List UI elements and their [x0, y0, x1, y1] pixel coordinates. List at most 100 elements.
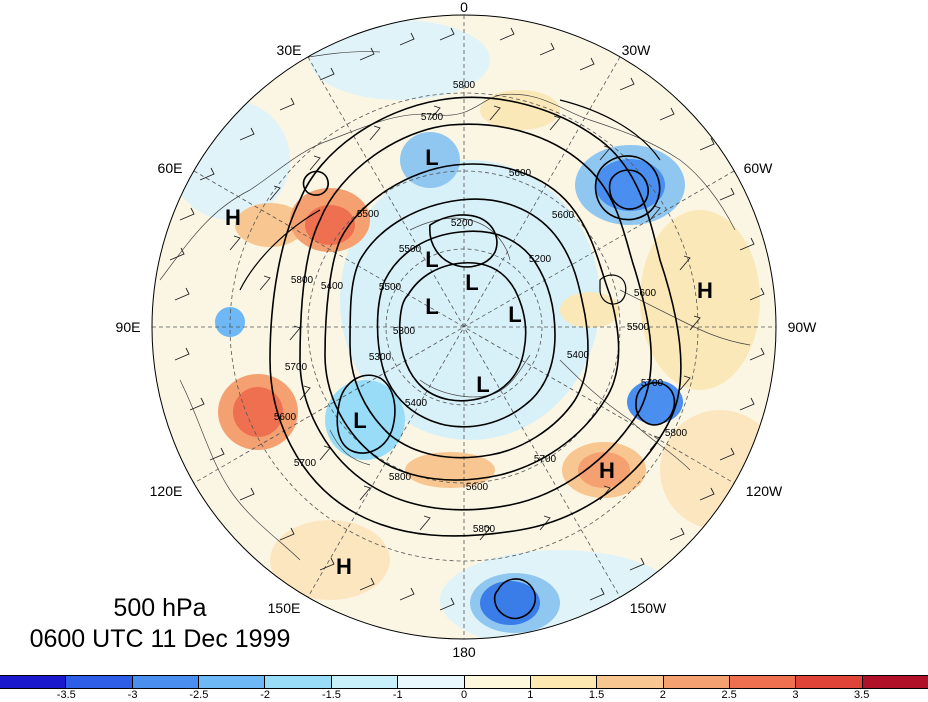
anomaly-region [340, 160, 600, 440]
low-pressure-marker: L [425, 145, 438, 170]
contour-label: 5800 [665, 428, 688, 439]
contour-label: 5600 [274, 412, 297, 423]
coastline [179, 379, 301, 561]
anomaly-region [270, 520, 390, 600]
low-pressure-marker: L [353, 408, 366, 433]
contour-label: 5500 [357, 209, 380, 220]
anomaly-region [480, 581, 540, 625]
coastline [159, 93, 736, 281]
height-contour [398, 262, 527, 402]
coastline [409, 217, 511, 261]
contour-label: 5400 [405, 398, 428, 409]
contour-label: 5700 [641, 378, 664, 389]
color-scale-bar [0, 675, 928, 689]
contour-label: 5200 [451, 218, 474, 229]
color-scale-swatch [0, 676, 67, 688]
coastline [329, 429, 371, 466]
color-scale-tick-label: 1 [527, 689, 534, 701]
color-scale-tick-label: 2 [659, 689, 666, 701]
anomaly-region [627, 380, 683, 424]
longitude-label: 150W [630, 600, 667, 616]
height-contour [269, 96, 682, 537]
contour-label: 5700 [421, 112, 444, 123]
longitude-label: 150E [268, 600, 301, 616]
high-pressure-marker: H [697, 278, 713, 303]
height-contour [239, 209, 321, 291]
low-pressure-marker: L [465, 270, 478, 295]
longitude-label: 30W [622, 42, 652, 58]
contour-label: 5800 [453, 80, 476, 91]
color-scale-swatch [265, 676, 332, 688]
color-scale-tick-label: 0 [460, 689, 468, 701]
color-scale-tick-label: -2.5 [189, 689, 209, 701]
height-contour [302, 170, 329, 196]
color-scale-tick-label: -2 [260, 689, 271, 701]
height-contour [349, 198, 589, 459]
anomaly-region [310, 20, 490, 100]
color-scale-tick-label: -3.5 [56, 689, 76, 701]
height-contour [559, 99, 661, 161]
pressure-level-label: 500 hPa [113, 594, 207, 622]
high-pressure-marker: H [225, 205, 241, 230]
color-scale-swatch [398, 676, 465, 688]
coastline-layer [159, 51, 751, 561]
contour-label: 5400 [567, 350, 590, 361]
color-scale-tick-label: 1.5 [588, 689, 605, 701]
color-scale-labels: -3.5 -3 -2.5 -2 -1.5 -1 0 1 1.5 2 2.5 3 3.5 [0, 689, 928, 702]
color-scale-tick-label: 3 [792, 689, 799, 701]
longitude-label: 0 [460, 0, 468, 15]
contour-label: 5700 [294, 458, 317, 469]
contour-label: 5800 [473, 524, 496, 535]
anomaly-region [480, 90, 560, 130]
anomaly-region [235, 203, 305, 247]
height-contour [429, 214, 498, 268]
color-scale-swatch [796, 676, 863, 688]
contour-label: 5700 [285, 362, 308, 373]
color-scale-tick-label: 3.5 [854, 689, 870, 701]
contour-label: 5200 [529, 254, 552, 265]
color-scale-swatch [66, 676, 133, 688]
height-contour [493, 578, 537, 620]
longitude-label: 30E [277, 42, 302, 58]
color-scale-swatch [729, 676, 797, 688]
height-contour [599, 274, 627, 305]
contour-label: 5600 [634, 288, 657, 299]
height-contour [299, 123, 652, 511]
anomaly-region [595, 159, 665, 211]
contour-label-layer: 5800 5700 5600 5500 5400 5300 5200 5800 5700 5600… [274, 80, 688, 535]
anomaly-region [578, 452, 630, 488]
longitude-label: 90W [788, 319, 818, 335]
longitude-label-layer: 0 30W 60W 90W 120W 150W 180 150E 120E 90E 60E 30E [116, 0, 818, 660]
contour-label: 5400 [321, 281, 344, 292]
low-pressure-marker: L [425, 247, 438, 272]
color-scale-swatch [530, 676, 598, 688]
valid-time-label: 0600 UTC 11 Dec 1999 [29, 625, 291, 653]
low-pressure-marker: L [425, 294, 438, 319]
high-pressure-marker: H [599, 458, 615, 483]
contour-label: 5600 [466, 482, 489, 493]
map-border-layer [151, 14, 777, 640]
color-scale-swatch [331, 676, 399, 688]
color-scale-swatch [597, 676, 664, 688]
anomaly-region [400, 132, 460, 188]
anomaly-shading-layer [152, 15, 776, 639]
color-scale-swatch [464, 676, 531, 688]
map-caption: 500 hPa 0600 UTC 11 Dec 1999 [10, 593, 310, 655]
coastline [559, 359, 691, 471]
high-pressure-marker: H [336, 554, 352, 579]
anomaly-region [233, 387, 283, 437]
color-scale-tick-label: -3 [127, 689, 138, 701]
contour-label: 5600 [509, 168, 532, 179]
color-scale-swatch [862, 676, 928, 688]
color-scale-swatch [663, 676, 730, 688]
contour-label: 5700 [534, 454, 557, 465]
longitude-label: 90E [116, 319, 141, 335]
longitude-label: 120W [746, 483, 783, 499]
color-scale-tick-label: -1 [392, 689, 403, 701]
contour-label: 5600 [552, 210, 575, 221]
contour-label: 5800 [291, 275, 314, 286]
latitude-circle [307, 170, 621, 484]
anomaly-region [325, 380, 405, 460]
